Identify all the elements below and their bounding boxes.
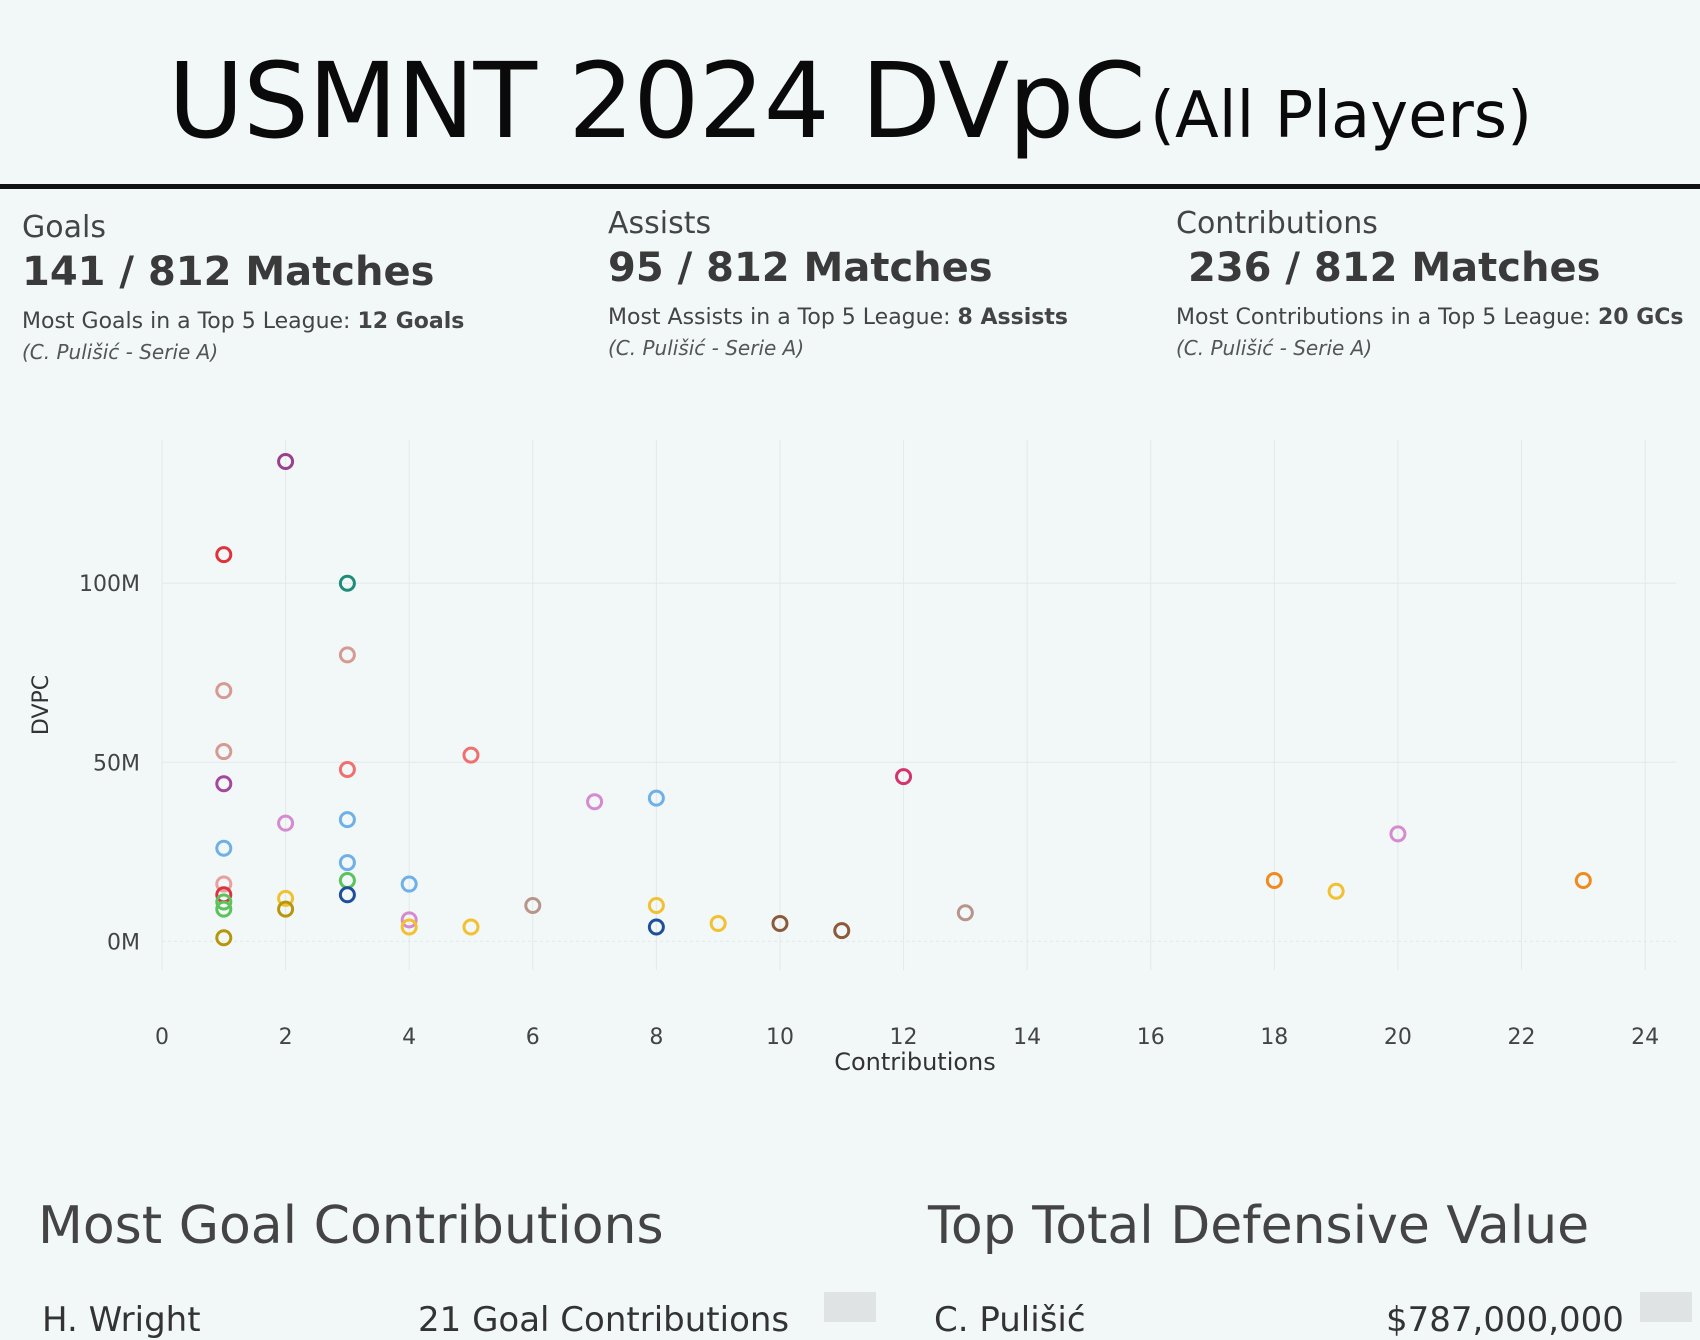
stat-label: Assists bbox=[608, 206, 712, 241]
chart-grid bbox=[161, 440, 1676, 970]
left-row-badge bbox=[824, 1292, 876, 1322]
y-axis-ticks: 0M 50M 100M bbox=[79, 572, 140, 955]
scatter-point[interactable] bbox=[462, 918, 480, 936]
most-goal-contributions-heading: Most Goal Contributions bbox=[38, 1196, 664, 1256]
x-tick-label: 14 bbox=[1013, 1025, 1041, 1050]
stat-note-value: 12 Goals bbox=[357, 309, 465, 334]
scatter-point[interactable] bbox=[277, 889, 295, 907]
y-tick-label: 50M bbox=[93, 751, 140, 776]
x-tick-label: 2 bbox=[279, 1025, 293, 1050]
chart-points bbox=[215, 452, 1592, 947]
scatter-point[interactable] bbox=[524, 897, 542, 915]
stat-source: (C. Pulišić - Serie A) bbox=[1176, 336, 1373, 360]
right-row-name: C. Pulišić bbox=[934, 1300, 1086, 1340]
scatter-point[interactable] bbox=[1574, 871, 1592, 889]
scatter-point[interactable] bbox=[277, 452, 295, 470]
stat-source: (C. Pulišić - Serie A) bbox=[608, 336, 805, 360]
x-tick-label: 16 bbox=[1137, 1025, 1165, 1050]
scatter-point[interactable] bbox=[1327, 882, 1345, 900]
assists-stat: Assists 95 / 812 Matches Most Assists in… bbox=[608, 206, 1068, 360]
right-row-badge bbox=[1640, 1292, 1692, 1322]
scatter-point[interactable] bbox=[338, 811, 356, 829]
x-axis-label: Contributions bbox=[834, 1048, 996, 1076]
x-tick-label: 24 bbox=[1631, 1025, 1659, 1050]
title-divider bbox=[0, 184, 1700, 189]
contributions-stat: Contributions 236 / 812 Matches Most Con… bbox=[1176, 206, 1684, 360]
scatter-point[interactable] bbox=[1389, 825, 1407, 843]
stat-note-value: 8 Assists bbox=[957, 305, 1068, 330]
top-defensive-value-heading: Top Total Defensive Value bbox=[928, 1196, 1590, 1256]
stat-note: Most Goals in a Top 5 League: 12 Goals bbox=[22, 309, 464, 334]
scatter-point[interactable] bbox=[709, 914, 727, 932]
stat-note: Most Assists in a Top 5 League: 8 Assist… bbox=[608, 305, 1068, 330]
scatter-point[interactable] bbox=[956, 904, 974, 922]
x-tick-label: 22 bbox=[1508, 1025, 1536, 1050]
scatter-point[interactable] bbox=[215, 929, 233, 947]
scatter-point[interactable] bbox=[1265, 871, 1283, 889]
stat-note-prefix: Most Contributions in a Top 5 League: bbox=[1176, 305, 1591, 330]
scatter-point[interactable] bbox=[647, 789, 665, 807]
stat-note-prefix: Most Goals in a Top 5 League: bbox=[22, 309, 351, 334]
x-tick-label: 20 bbox=[1384, 1025, 1412, 1050]
x-tick-label: 10 bbox=[766, 1025, 794, 1050]
y-axis-label: DVPC bbox=[29, 675, 54, 735]
scatter-point[interactable] bbox=[215, 893, 233, 911]
stat-label: Goals bbox=[22, 210, 106, 245]
y-tick-label: 100M bbox=[79, 572, 140, 597]
scatter-point[interactable] bbox=[400, 911, 418, 929]
scatter-point[interactable] bbox=[338, 574, 356, 592]
scatter-point[interactable] bbox=[338, 760, 356, 778]
x-tick-label: 6 bbox=[526, 1025, 540, 1050]
stat-source: (C. Pulišić - Serie A) bbox=[22, 340, 219, 364]
scatter-point[interactable] bbox=[462, 746, 480, 764]
stat-note: Most Contributions in a Top 5 League: 20… bbox=[1176, 305, 1684, 330]
scatter-point[interactable] bbox=[215, 743, 233, 761]
title-main: USMNT 2024 DVpC bbox=[167, 40, 1146, 162]
stat-label: Contributions bbox=[1176, 206, 1378, 241]
scatter-point[interactable] bbox=[338, 854, 356, 872]
scatter-point[interactable] bbox=[277, 814, 295, 832]
x-tick-label: 18 bbox=[1260, 1025, 1288, 1050]
scatter-point[interactable] bbox=[215, 900, 233, 918]
scatter-point[interactable] bbox=[400, 875, 418, 893]
scatter-point[interactable] bbox=[647, 897, 665, 915]
x-axis-ticks: 0 2 4 6 8 10 12 14 16 18 20 22 24 bbox=[155, 1025, 1659, 1050]
goals-stat: Goals 141 / 812 Matches Most Goals in a … bbox=[22, 210, 464, 364]
title-sub: (All Players) bbox=[1149, 79, 1533, 153]
y-tick-label: 0M bbox=[107, 930, 140, 955]
scatter-point[interactable] bbox=[215, 682, 233, 700]
scatter-point[interactable] bbox=[338, 871, 356, 889]
x-tick-label: 0 bbox=[155, 1025, 169, 1050]
scatter-point[interactable] bbox=[647, 918, 665, 936]
scatter-point[interactable] bbox=[277, 900, 295, 918]
scatter-point[interactable] bbox=[215, 839, 233, 857]
left-row-name: H. Wright bbox=[42, 1300, 201, 1340]
x-tick-label: 8 bbox=[649, 1025, 663, 1050]
stat-note-prefix: Most Assists in a Top 5 League: bbox=[608, 305, 951, 330]
scatter-point[interactable] bbox=[400, 918, 418, 936]
stat-value: 95 / 812 Matches bbox=[608, 245, 993, 291]
x-tick-label: 4 bbox=[402, 1025, 416, 1050]
scatter-point[interactable] bbox=[215, 775, 233, 793]
page-title: USMNT 2024 DVpC (All Players) bbox=[0, 40, 1700, 162]
stat-value: 236 / 812 Matches bbox=[1188, 245, 1601, 291]
scatter-point[interactable] bbox=[895, 768, 913, 786]
scatter-point[interactable] bbox=[215, 875, 233, 893]
right-row-value: $787,000,000 bbox=[1386, 1300, 1624, 1340]
stat-value: 141 / 812 Matches bbox=[22, 249, 435, 295]
stat-note-value: 20 GCs bbox=[1597, 305, 1684, 330]
scatter-point[interactable] bbox=[338, 646, 356, 664]
left-row-value: 21 Goal Contributions bbox=[418, 1300, 790, 1340]
scatter-point[interactable] bbox=[215, 546, 233, 564]
scatter-point[interactable] bbox=[771, 914, 789, 932]
scatter-point[interactable] bbox=[586, 793, 604, 811]
scatter-point[interactable] bbox=[338, 886, 356, 904]
x-tick-label: 12 bbox=[890, 1025, 918, 1050]
scatter-point[interactable] bbox=[833, 922, 851, 940]
